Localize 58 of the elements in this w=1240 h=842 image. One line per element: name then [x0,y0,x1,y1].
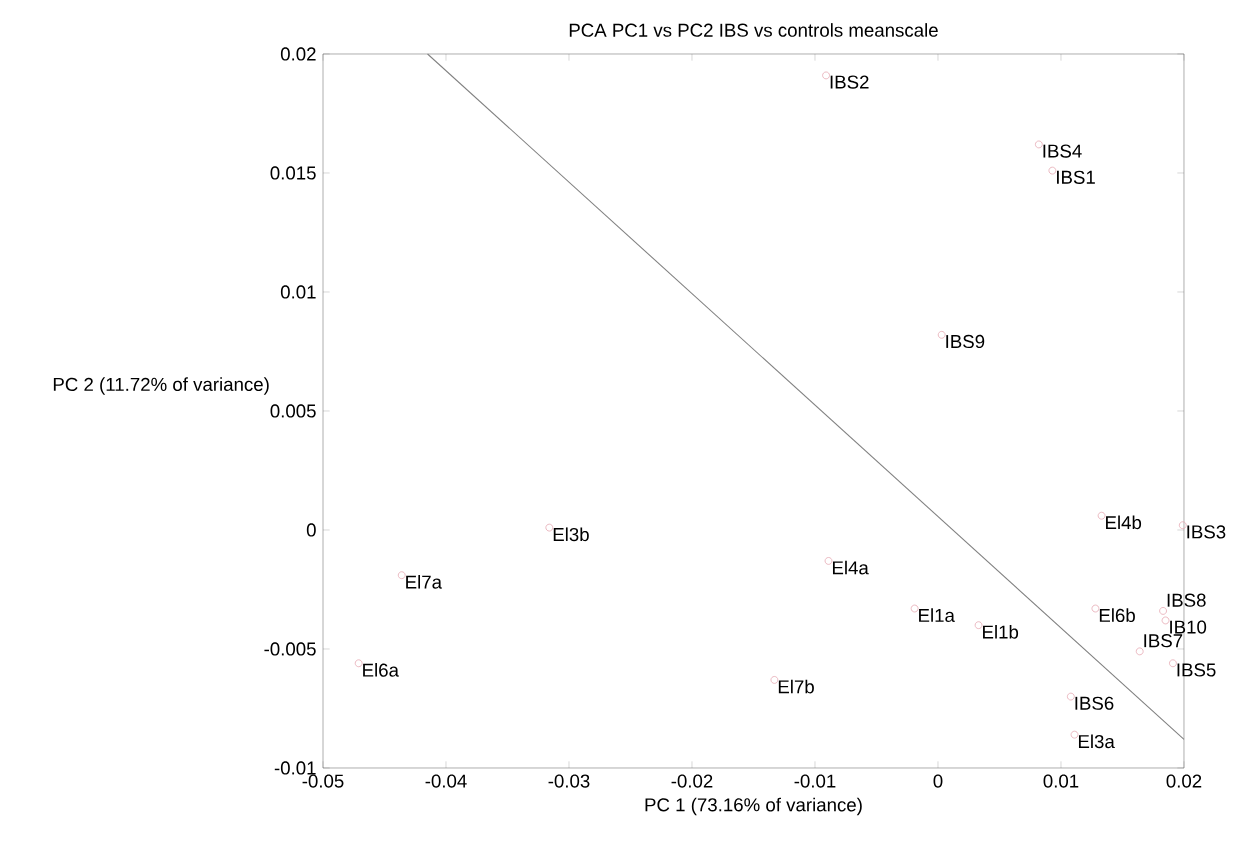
point [824,557,833,565]
point [1159,607,1167,615]
point [545,523,554,532]
point [822,71,830,80]
x-tick-label: -0.05 [302,774,344,788]
annotation: El6a [363,663,399,677]
annotation: El6b [1099,608,1135,623]
annotation: El3a [1078,734,1115,749]
point [354,659,363,668]
x-tick-label: 0 [933,774,943,788]
point [910,604,919,613]
annotation: IB10 [1170,620,1207,634]
x-tick-label: 0.02 [1166,774,1202,788]
point [1048,166,1057,175]
x-tick-label: -0.01 [794,774,836,788]
annotation: El1b [983,625,1019,639]
annotation: El7a [406,575,443,589]
annotation: IBS6 [1075,696,1114,710]
annotation: IBS8 [1167,593,1206,607]
x-axis-title: PC 1 (73.16% of variance) [645,797,862,816]
point [1091,604,1100,613]
x-tick-label: 0.01 [1043,774,1079,788]
annotation: IBS2 [830,75,869,89]
y-axis-title: PC 2 (11.72% of variance) [53,377,269,395]
annotation: IBS9 [946,334,985,349]
annotation: El4a [832,560,869,575]
point [937,330,946,339]
annotation: El4b [1106,515,1142,530]
y-tick-label: 0.015 [270,166,316,180]
annotation: El3b [553,527,589,542]
y-tick-label: 0.01 [280,285,316,299]
point [1169,659,1177,668]
point [397,571,406,580]
point [1097,511,1106,520]
x-tick-label: -0.02 [671,774,713,788]
y-tick-label: -0.005 [264,642,316,656]
point [1070,730,1079,739]
point [1034,140,1043,149]
point [1178,521,1187,530]
y-tick-label: -0.01 [274,761,316,775]
annotation: IBS1 [1057,170,1095,184]
annotation: El7b [778,679,814,694]
point [1135,647,1144,656]
x-tick-label: -0.03 [548,774,590,788]
y-tick-label: 0.005 [270,404,316,418]
point [770,676,779,684]
annotation: IBS7 [1144,634,1183,648]
chart-title: PCA PC1 vs PC2 IBS vs controls meanscale [569,23,938,37]
point [1066,692,1075,701]
x-tick-label: -0.04 [425,774,467,788]
annotation: IBS5 [1177,663,1216,677]
point [974,621,983,630]
annotation: IBS3 [1187,525,1226,539]
y-tick-label: 0 [306,523,316,537]
annotation: IBS4 [1043,144,1082,158]
point [1161,616,1170,625]
y-tick-label: 0.02 [280,47,316,61]
annotation: El1a [919,608,955,623]
